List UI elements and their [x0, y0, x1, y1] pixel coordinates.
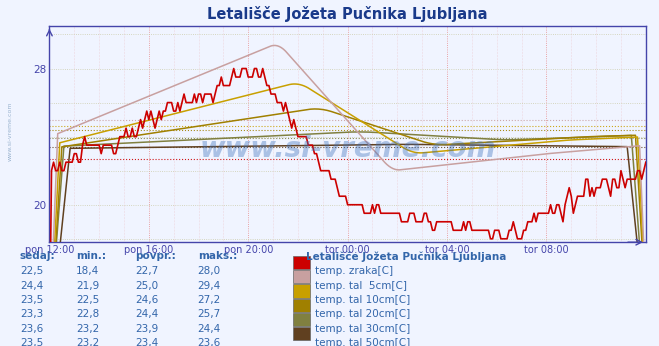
Bar — [293, 256, 310, 269]
Text: 23,4: 23,4 — [135, 338, 158, 346]
Text: 24,6: 24,6 — [135, 295, 158, 305]
Text: 23,5: 23,5 — [20, 338, 43, 346]
Text: 22,5: 22,5 — [76, 295, 99, 305]
Text: 24,4: 24,4 — [20, 281, 43, 291]
Text: 23,2: 23,2 — [76, 338, 99, 346]
Text: maks.:: maks.: — [198, 251, 237, 261]
Text: 24,4: 24,4 — [135, 309, 158, 319]
Text: temp. tal 20cm[C]: temp. tal 20cm[C] — [315, 309, 411, 319]
Text: temp. tal  5cm[C]: temp. tal 5cm[C] — [315, 281, 407, 291]
Text: 25,7: 25,7 — [198, 309, 221, 319]
Text: 24,4: 24,4 — [198, 324, 221, 334]
Text: min.:: min.: — [76, 251, 106, 261]
Text: 23,6: 23,6 — [198, 338, 221, 346]
Text: 22,5: 22,5 — [20, 266, 43, 276]
Text: www.si-vreme.com: www.si-vreme.com — [200, 135, 496, 163]
Bar — [293, 313, 310, 326]
Text: temp. tal 10cm[C]: temp. tal 10cm[C] — [315, 295, 411, 305]
Text: sedaj:: sedaj: — [20, 251, 55, 261]
Text: temp. tal 30cm[C]: temp. tal 30cm[C] — [315, 324, 411, 334]
Text: www.si-vreme.com: www.si-vreme.com — [8, 102, 13, 161]
Bar — [293, 284, 310, 298]
Text: 18,4: 18,4 — [76, 266, 99, 276]
Bar — [293, 327, 310, 340]
Text: temp. zraka[C]: temp. zraka[C] — [315, 266, 393, 276]
Text: 27,2: 27,2 — [198, 295, 221, 305]
Text: 21,9: 21,9 — [76, 281, 99, 291]
Text: 23,6: 23,6 — [20, 324, 43, 334]
Text: temp. tal 50cm[C]: temp. tal 50cm[C] — [315, 338, 411, 346]
Text: 23,5: 23,5 — [20, 295, 43, 305]
Text: 23,2: 23,2 — [76, 324, 99, 334]
Text: 22,7: 22,7 — [135, 266, 158, 276]
Text: 29,4: 29,4 — [198, 281, 221, 291]
Text: 23,3: 23,3 — [20, 309, 43, 319]
Bar — [293, 299, 310, 312]
Text: 22,8: 22,8 — [76, 309, 99, 319]
Text: 28,0: 28,0 — [198, 266, 221, 276]
Bar — [293, 270, 310, 283]
Text: povpr.:: povpr.: — [135, 251, 176, 261]
Text: 23,9: 23,9 — [135, 324, 158, 334]
Text: 25,0: 25,0 — [135, 281, 158, 291]
Title: Letališče Jožeta Pučnika Ljubljana: Letališče Jožeta Pučnika Ljubljana — [208, 6, 488, 22]
Text: Letališče Jožeta Pučnika Ljubljana: Letališče Jožeta Pučnika Ljubljana — [306, 251, 507, 262]
